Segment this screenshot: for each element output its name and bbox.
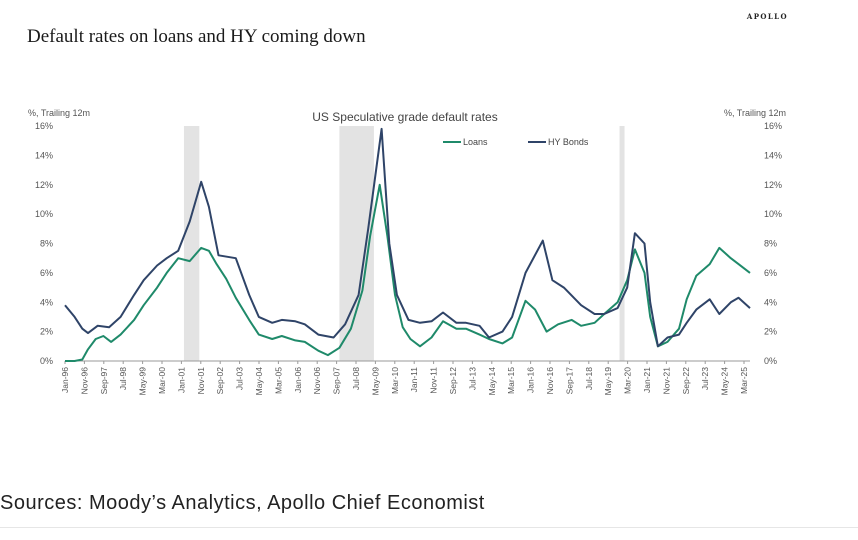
x-tick-label: Jul-98 <box>118 367 128 390</box>
x-tick-label: May-09 <box>370 367 380 396</box>
x-tick-label: May-99 <box>138 367 148 396</box>
x-tick-label: May-19 <box>603 367 613 396</box>
x-tick-label: Mar-20 <box>623 367 633 394</box>
x-tick-label: Nov-16 <box>545 367 555 395</box>
series-line-loans <box>65 183 751 362</box>
x-tick-label: Sep-02 <box>215 367 225 395</box>
y-tick-label-left: 8% <box>40 239 53 249</box>
y-tick-label-right: 8% <box>764 239 777 249</box>
x-tick-label: May-14 <box>487 367 497 396</box>
y-tick-label-right: 2% <box>764 327 777 337</box>
y-tick-label-right: 10% <box>764 209 782 219</box>
x-tick-label: Sep-22 <box>681 367 691 395</box>
legend: Loans HY Bonds <box>443 137 589 147</box>
x-tick-label: Mar-05 <box>273 367 283 394</box>
series-lines <box>64 127 751 362</box>
source-note: Sources: Moody’s Analytics, Apollo Chief… <box>0 492 485 514</box>
x-tick-label: Nov-06 <box>312 367 322 395</box>
axes: 0% 0% 2% 2% 4% 4% 6% 6% 8% 8% 10% 10% 12% 12% 14% 14% 16… <box>35 121 782 395</box>
series-line-hy-bonds <box>64 127 751 348</box>
x-tick-label: Sep-12 <box>448 367 458 395</box>
x-tick-label: Sep-07 <box>332 367 342 395</box>
x-tick-label: Sep-17 <box>564 367 574 395</box>
y-tick-label-left: 6% <box>40 268 53 278</box>
y-tick-label-left: 12% <box>35 180 53 190</box>
x-tick-label: May-04 <box>254 367 264 396</box>
y-axis-right-label: %, Trailing 12m <box>724 108 786 118</box>
x-tick-label: May-24 <box>720 367 730 396</box>
x-tick-label: Nov-11 <box>429 367 439 394</box>
recession-band <box>183 126 200 361</box>
x-tick-label: Sep-97 <box>99 367 109 395</box>
x-tick-label: Jan-06 <box>293 367 303 393</box>
x-tick-label: Mar-25 <box>739 367 749 394</box>
y-tick-label-left: 16% <box>35 121 53 131</box>
x-tick-label: Jul-03 <box>235 367 245 390</box>
x-tick-label: Jul-23 <box>700 367 710 390</box>
y-tick-label-right: 0% <box>764 356 777 366</box>
legend-label: Loans <box>463 137 488 147</box>
x-tick-label: Jul-13 <box>467 367 477 390</box>
x-tick-label: Jan-21 <box>642 367 652 393</box>
recession-band <box>619 126 625 361</box>
legend-label: HY Bonds <box>548 137 589 147</box>
chart-title: US Speculative grade default rates <box>312 110 497 124</box>
x-tick-label: Jan-11 <box>409 367 419 393</box>
y-tick-label-right: 6% <box>764 268 777 278</box>
y-tick-label-right: 16% <box>764 121 782 131</box>
y-tick-label-left: 14% <box>35 150 53 160</box>
x-tick-label: Nov-96 <box>79 367 89 395</box>
x-tick-label: Jul-18 <box>584 367 594 390</box>
headline: Default rates on loans and HY coming dow… <box>27 26 366 47</box>
x-tick-label: Mar-10 <box>390 367 400 394</box>
x-tick-label: Jul-08 <box>351 367 361 390</box>
x-tick-label: Jan-96 <box>60 367 70 393</box>
y-tick-label-right: 4% <box>764 297 777 307</box>
y-tick-label-right: 14% <box>764 150 782 160</box>
y-axis-left-label: %, Trailing 12m <box>28 108 90 118</box>
x-tick-label: Nov-21 <box>661 367 671 395</box>
y-tick-label-left: 2% <box>40 327 53 337</box>
y-tick-label-left: 0% <box>40 356 53 366</box>
x-tick-label: Jan-01 <box>176 367 186 393</box>
y-tick-label-left: 10% <box>35 209 53 219</box>
recession-bands <box>183 126 625 361</box>
default-rates-chart: 0% 0% 2% 2% 4% 4% 6% 6% 8% 8% 10% 10% 12% 12% 14% 14% 16… <box>28 108 786 395</box>
x-tick-label: Mar-00 <box>157 367 167 394</box>
x-tick-label: Mar-15 <box>506 367 516 394</box>
y-tick-label-left: 4% <box>40 297 53 307</box>
x-tick-label: Nov-01 <box>196 367 206 395</box>
y-tick-label-right: 12% <box>764 180 782 190</box>
x-tick-label: Jan-16 <box>526 367 536 393</box>
divider <box>0 527 858 528</box>
apollo-logo: APOLLO <box>746 12 788 21</box>
